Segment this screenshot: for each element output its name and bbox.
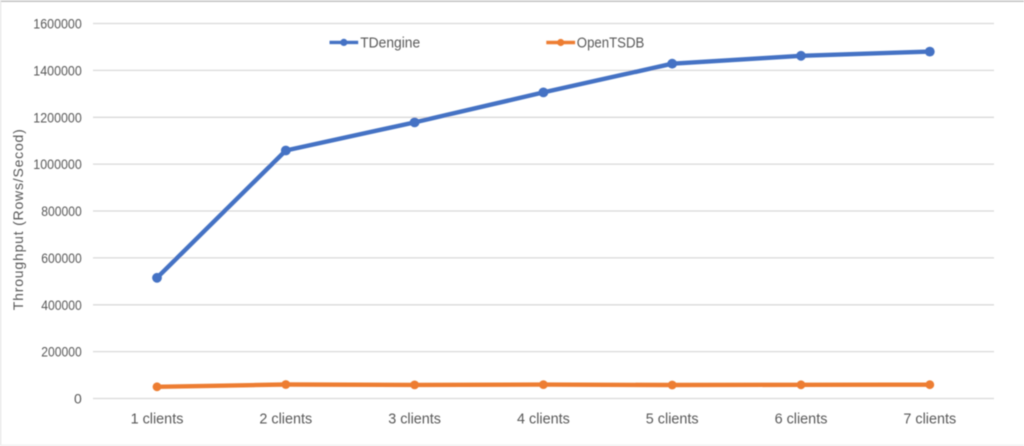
svg-text:400000: 400000 — [41, 297, 82, 313]
svg-text:OpenTSDB: OpenTSDB — [577, 35, 645, 52]
svg-text:3 clients: 3 clients — [388, 412, 441, 428]
svg-text:1600000: 1600000 — [33, 16, 82, 32]
svg-text:Throughput (Rows/Secod): Throughput (Rows/Secod) — [10, 129, 26, 310]
svg-text:7 clients: 7 clients — [903, 412, 956, 428]
svg-text:1 clients: 1 clients — [131, 412, 184, 428]
svg-text:2 clients: 2 clients — [259, 412, 312, 428]
svg-text:4 clients: 4 clients — [517, 412, 570, 428]
svg-text:1200000: 1200000 — [33, 109, 82, 125]
svg-text:600000: 600000 — [41, 250, 82, 266]
svg-text:1000000: 1000000 — [33, 156, 82, 172]
svg-text:TDengine: TDengine — [360, 35, 420, 52]
svg-text:5 clients: 5 clients — [646, 412, 699, 428]
svg-text:6 clients: 6 clients — [775, 412, 828, 428]
svg-text:0: 0 — [74, 391, 82, 407]
svg-text:200000: 200000 — [41, 344, 82, 360]
svg-text:1400000: 1400000 — [33, 63, 82, 79]
svg-text:800000: 800000 — [41, 203, 82, 219]
